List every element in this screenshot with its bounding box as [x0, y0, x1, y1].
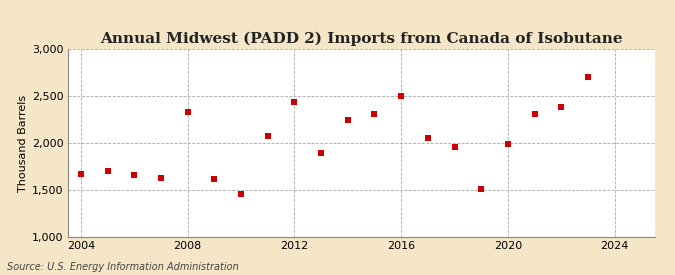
Point [316, 151, 327, 155]
Point [396, 94, 406, 98]
Point [49, 230, 59, 234]
Point [529, 112, 540, 116]
Point [102, 169, 113, 173]
Title: Annual Midwest (PADD 2) Imports from Canada of Isobutane: Annual Midwest (PADD 2) Imports from Can… [100, 31, 622, 46]
Point [342, 117, 353, 122]
Point [129, 173, 140, 177]
Point [289, 100, 300, 104]
Point [236, 192, 246, 197]
Point [369, 112, 380, 116]
Point [583, 75, 593, 79]
Point [155, 176, 166, 180]
Point [76, 172, 86, 176]
Point [476, 187, 487, 191]
Point [263, 134, 273, 138]
Y-axis label: Thousand Barrels: Thousand Barrels [18, 94, 28, 192]
Point [209, 176, 220, 181]
Point [182, 110, 193, 114]
Point [502, 142, 513, 146]
Point [423, 136, 433, 141]
Text: Source: U.S. Energy Information Administration: Source: U.S. Energy Information Administ… [7, 262, 238, 272]
Point [556, 104, 567, 109]
Point [449, 145, 460, 149]
